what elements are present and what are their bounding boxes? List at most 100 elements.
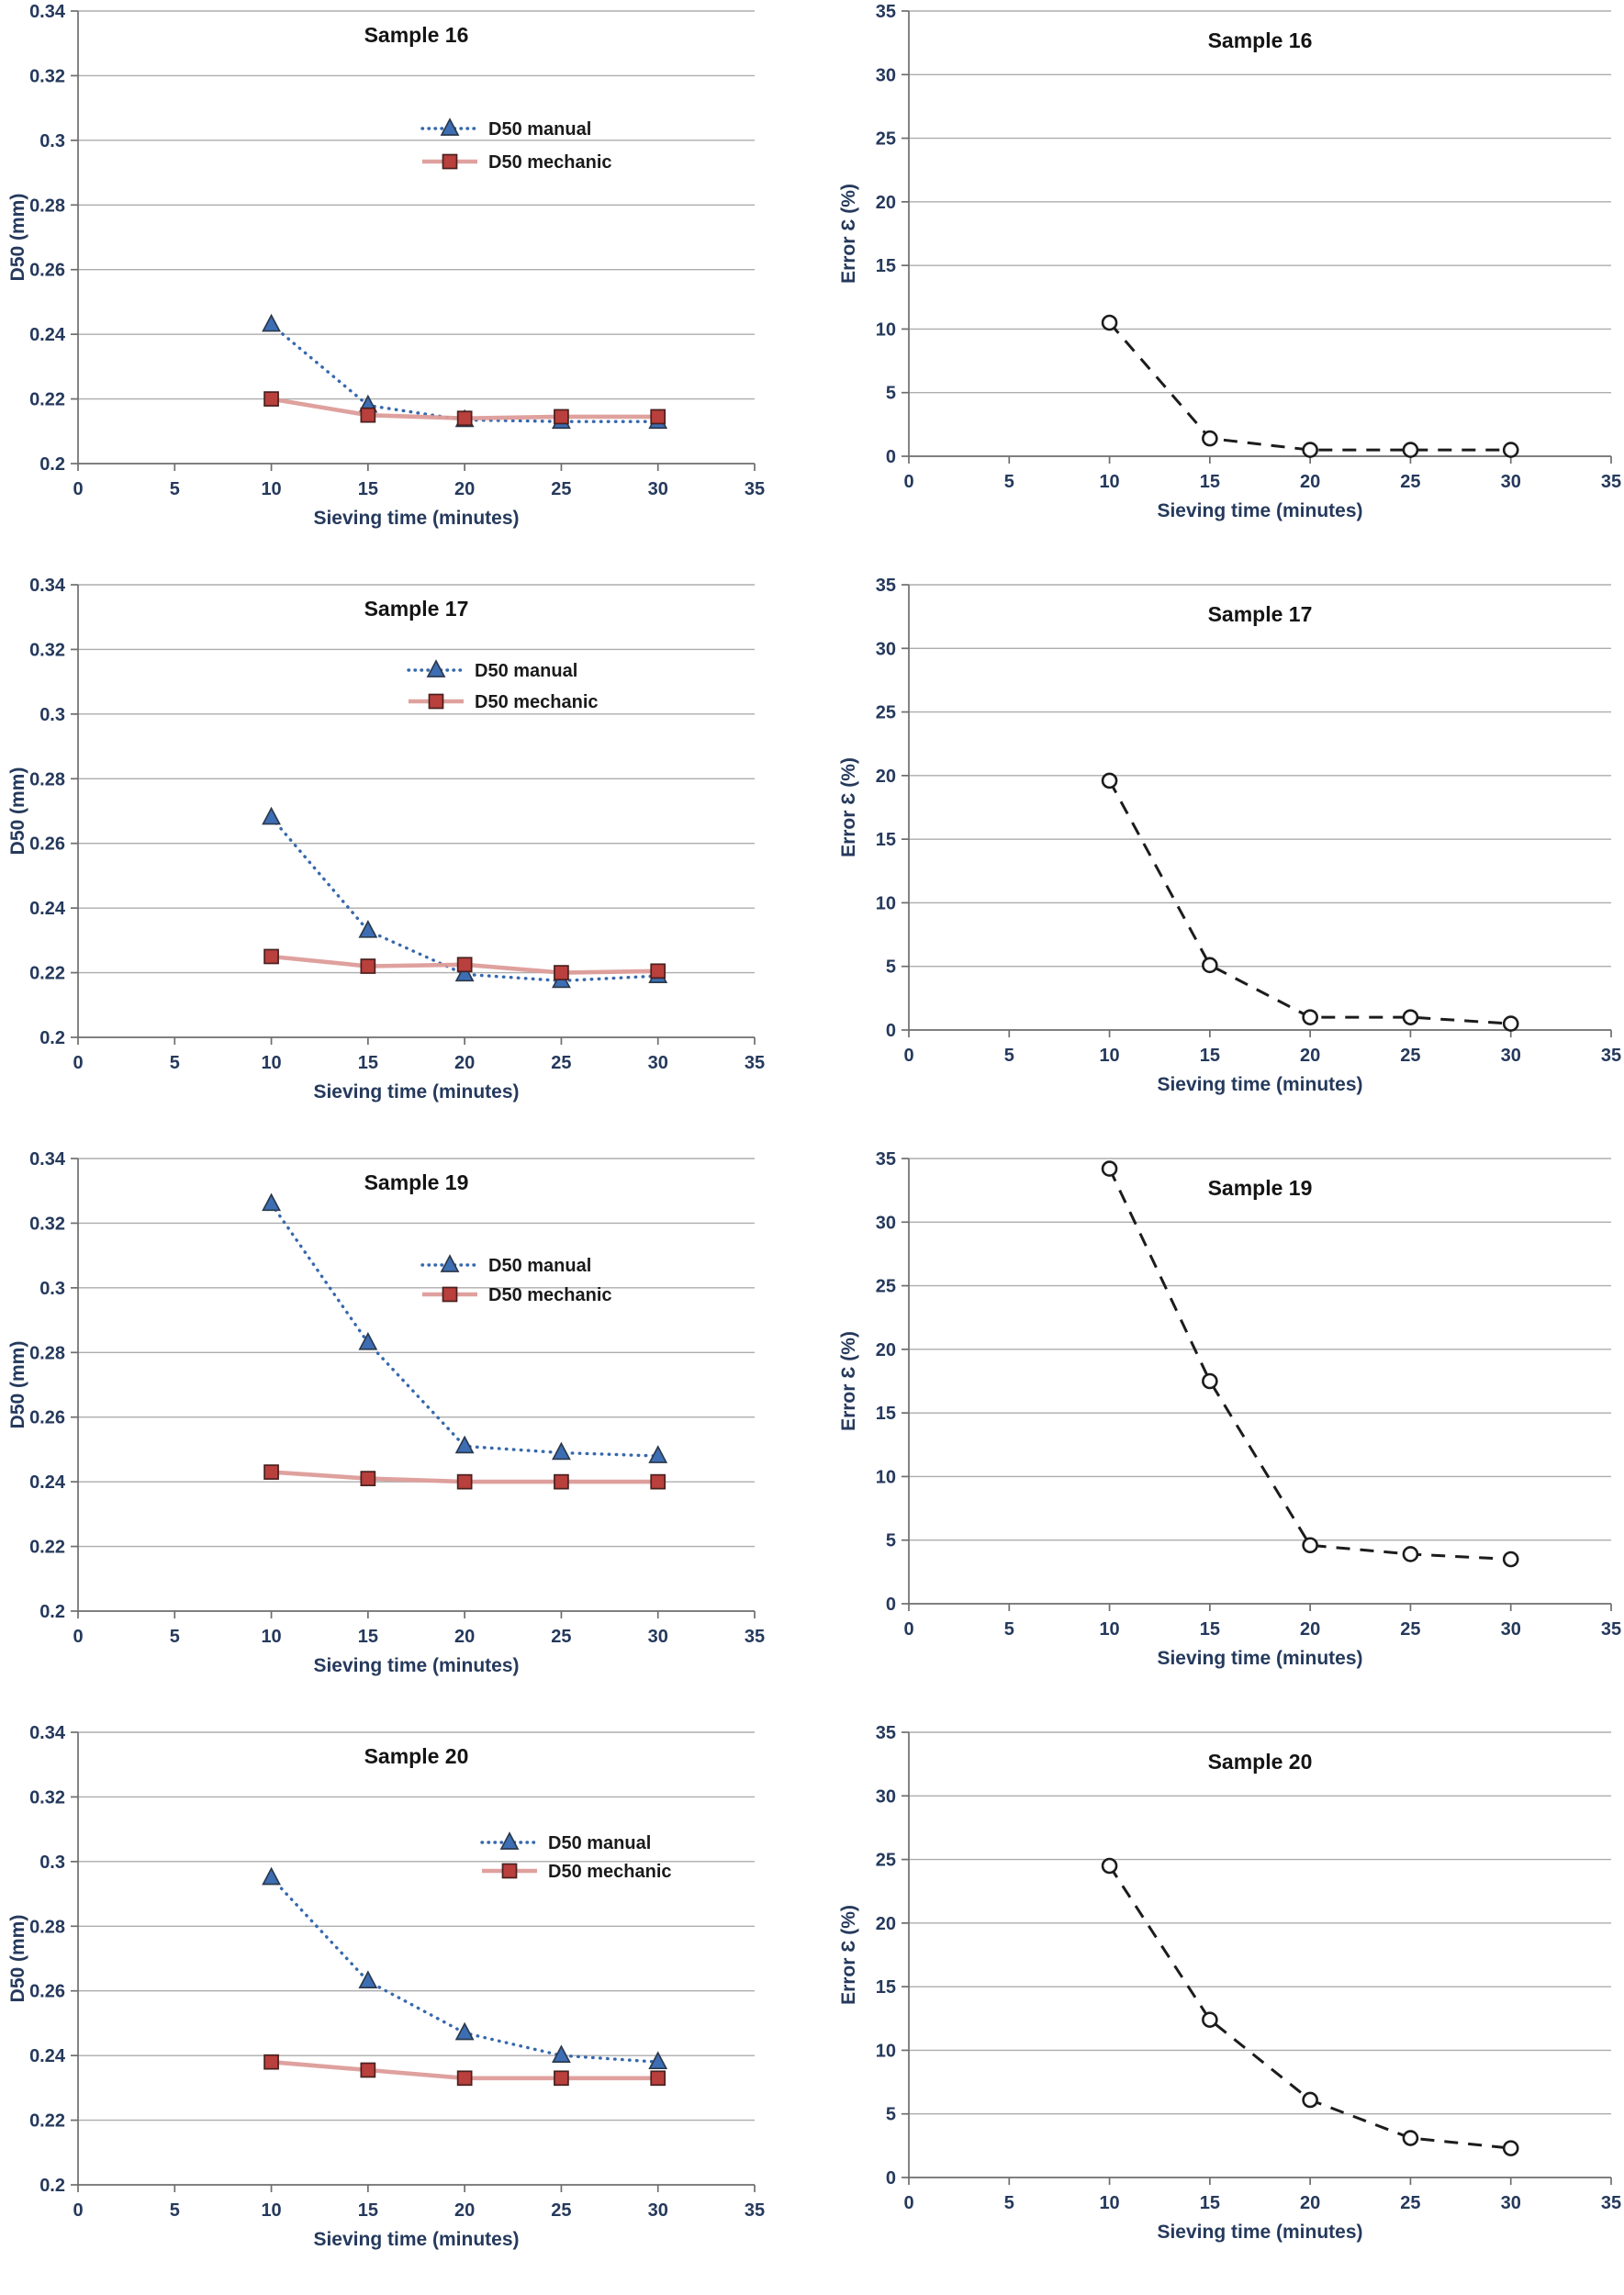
x-tick-label: 20 [454,2200,475,2221]
data-point [360,958,376,974]
x-tick-label: 30 [1501,1619,1521,1640]
x-axis-title: Sieving time (minutes) [1157,1074,1362,1095]
x-tick-label: 5 [1004,1046,1014,1066]
data-point [1101,1857,1118,1875]
gridlines [78,1731,755,2121]
y-tick-label: 0.26 [29,834,65,855]
x-tick-label: 20 [454,479,475,499]
legend-label: D50 manual [488,119,591,140]
gridlines [909,10,1611,394]
y-tick-label: 0.22 [29,964,65,984]
y-tick-label: 0.32 [29,1214,65,1234]
data-point [426,659,446,677]
x-tick-label: 10 [1099,1046,1119,1066]
axes [908,1159,1611,1605]
y-tick-label: 0.3 [39,131,65,151]
y-tick-label: 0.3 [39,705,65,725]
x-tick-label: 15 [358,1627,378,1647]
x-axis-title: Sieving time (minutes) [313,1655,519,1676]
x-tick-label: 30 [1501,1046,1521,1066]
y-tick-label: 0.34 [29,1149,66,1170]
y-tick-label: 0.24 [29,1472,66,1493]
y-tick-label: 30 [876,639,896,659]
series-error [1101,1160,1519,1568]
y-tick-label: 10 [876,319,896,340]
x-tick-label: 15 [1200,1619,1220,1640]
y-tick-label: 5 [886,1531,896,1551]
y-tick-label: 10 [876,893,896,913]
data-point [552,2044,571,2063]
chart-title: Sample 19 [1208,1176,1313,1200]
y-axis-title: Error Ɛ (%) [838,184,859,284]
chart-title: Sample 20 [364,1744,469,1768]
y-tick-label: 35 [876,1149,896,1170]
y-tick-label: 0 [886,447,896,467]
x-tick-label: 30 [1501,2193,1521,2213]
data-point [262,1192,281,1212]
data-point [499,1831,520,1850]
chart-title: Sample 20 [1208,1750,1313,1774]
x-tick-label: 25 [1400,472,1420,492]
x-tick-label: 5 [1004,2193,1014,2213]
series-error [1101,314,1519,458]
x-axis-title: Sieving time (minutes) [313,2229,519,2250]
axes [908,585,1611,1031]
data-point [428,693,444,710]
y-tick-label: 35 [876,2,896,22]
x-tick-label: 10 [1099,2193,1119,2213]
tick-labels: 0 5 10 15 20 25 30 35 0.2 0.22 0.24 0.26 0.28 0.3 0.32… [29,1149,765,1647]
x-tick-label: 0 [73,479,83,499]
axes [77,1159,755,1612]
data-point [262,313,281,332]
y-tick-label: 20 [876,193,896,213]
x-axis-title: Sieving time (minutes) [313,1081,519,1103]
chart-title: Sample 16 [1208,28,1313,52]
axes [77,11,755,465]
data-point [1101,314,1118,331]
data-point [1202,2011,1218,2028]
legend: D50 manual D50 mechanic [420,1254,612,1305]
y-tick-label: 30 [876,1786,896,1807]
data-point [263,948,279,965]
x-tick-label: 0 [903,1046,913,1066]
x-tick-label: 25 [1400,1619,1420,1640]
data-point [456,410,473,427]
legend: D50 manual D50 mechanic [407,659,599,712]
data-point [454,1435,475,1454]
data-point [456,2070,473,2087]
y-tick-label: 20 [876,767,896,787]
legend: D50 manual D50 mechanic [420,118,612,173]
y-axis-title: D50 (mm) [7,767,28,856]
x-tick-label: 15 [358,1053,378,1073]
x-tick-label: 10 [261,479,281,499]
y-tick-label: 0.26 [29,1982,65,2002]
data-point [554,965,569,980]
y-tick-label: 15 [876,1404,896,1424]
data-point [1202,430,1218,447]
chart-sample-20-d50: 0 5 10 15 20 25 30 35 0.2 0.22 0.24 0.26 0.28 0.3 0.32… [7,1723,765,2250]
y-tick-label: 0.2 [39,2176,65,2196]
series-d50-manual [262,1192,668,1463]
series-d50-mechanic [263,2054,666,2087]
y-tick-label: 25 [876,703,896,723]
x-tick-label: 25 [551,2200,571,2221]
legend-label: D50 manual [548,1833,651,1853]
x-tick-label: 35 [1601,1046,1621,1066]
y-tick-label: 15 [876,830,896,850]
legend-label: D50 manual [475,661,577,681]
data-point [1502,2140,1519,2156]
y-tick-label: 0.34 [29,1723,66,1743]
x-tick-label: 0 [73,1627,83,1647]
y-tick-label: 0.22 [29,2111,65,2132]
y-tick-label: 0.26 [29,261,65,281]
data-point [263,2054,279,2070]
y-tick-label: 35 [876,576,896,596]
y-tick-label: 0.34 [29,2,66,22]
x-tick-label: 5 [170,479,180,499]
data-point [650,409,666,425]
tick-labels: 0 5 10 15 20 25 30 35 0.2 0.22 0.24 0.26 0.28 0.3 0.32… [29,2,765,499]
x-tick-label: 20 [1300,472,1320,492]
data-point [1302,1537,1318,1554]
x-tick-label: 30 [1501,472,1521,492]
